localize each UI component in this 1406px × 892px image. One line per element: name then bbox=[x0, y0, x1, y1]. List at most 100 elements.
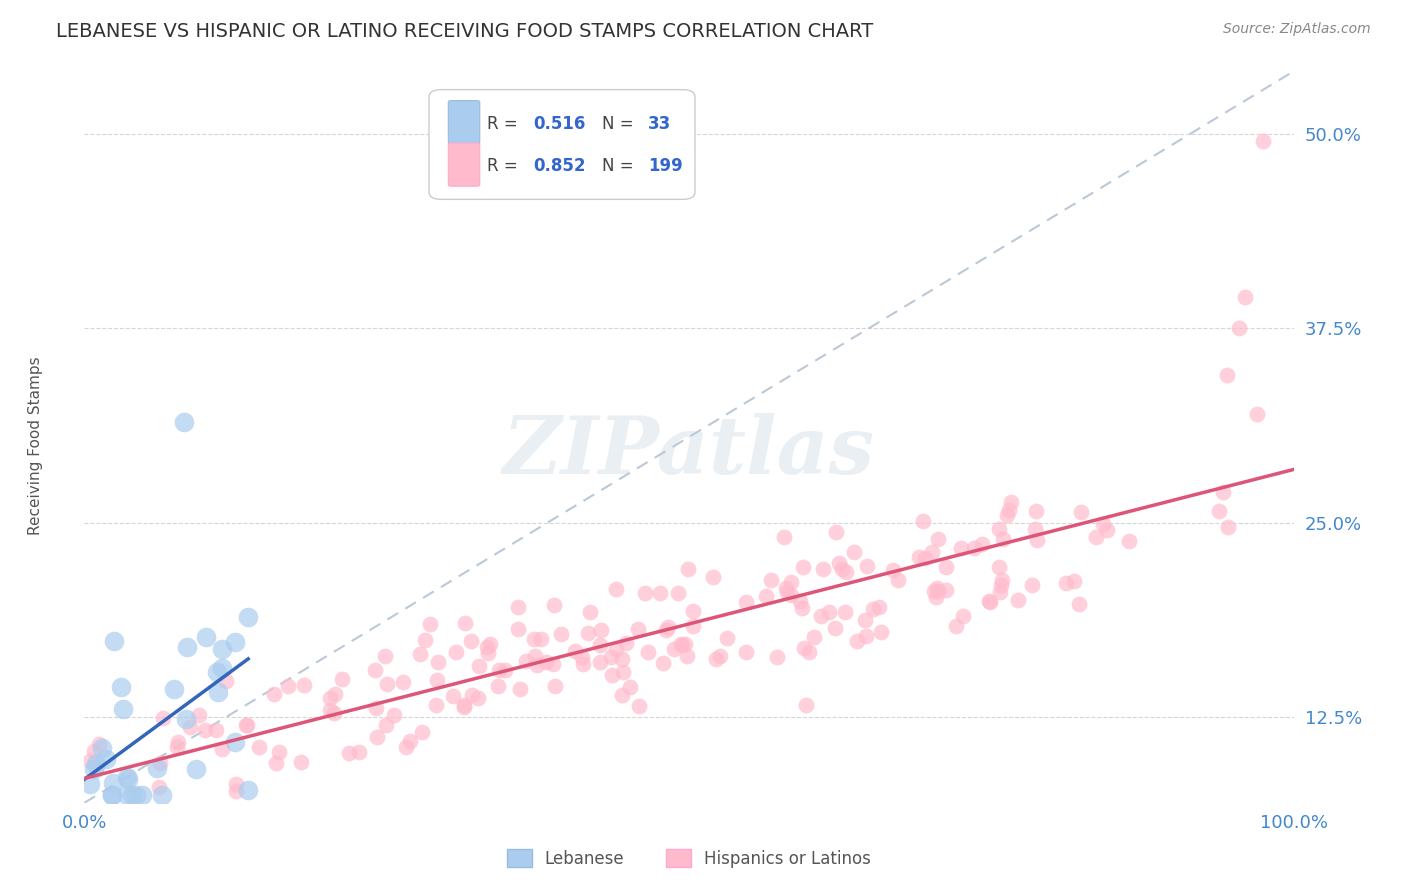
Text: N =: N = bbox=[602, 158, 638, 176]
Point bbox=[673, 637, 696, 651]
Point bbox=[856, 558, 879, 573]
Point bbox=[1021, 578, 1043, 592]
Point bbox=[682, 619, 704, 633]
Point bbox=[1063, 574, 1085, 588]
FancyBboxPatch shape bbox=[449, 101, 479, 144]
Point bbox=[290, 755, 312, 769]
Point bbox=[117, 772, 139, 786]
Point bbox=[627, 622, 650, 636]
Point bbox=[150, 788, 173, 802]
Point bbox=[1000, 494, 1022, 508]
Point bbox=[145, 761, 167, 775]
Point bbox=[325, 687, 347, 701]
Point bbox=[460, 633, 482, 648]
Point bbox=[409, 648, 432, 662]
Point bbox=[173, 415, 195, 429]
Point bbox=[530, 632, 553, 646]
Point bbox=[1246, 407, 1268, 421]
Point bbox=[779, 574, 801, 589]
Point bbox=[1070, 506, 1092, 520]
Point bbox=[564, 644, 586, 658]
Point bbox=[979, 595, 1001, 609]
Point bbox=[543, 598, 565, 612]
Point bbox=[101, 788, 124, 802]
Point bbox=[375, 677, 398, 691]
Point bbox=[844, 545, 866, 559]
Point bbox=[506, 600, 529, 615]
Point bbox=[945, 618, 967, 632]
Point bbox=[988, 585, 1011, 599]
Point bbox=[486, 679, 509, 693]
Point bbox=[963, 541, 986, 555]
Point bbox=[1025, 533, 1047, 547]
Point bbox=[131, 788, 153, 802]
Point bbox=[523, 648, 546, 663]
Text: ZIPatlas: ZIPatlas bbox=[503, 413, 875, 491]
Point bbox=[589, 623, 612, 637]
Point bbox=[988, 522, 1011, 536]
Point bbox=[990, 578, 1012, 592]
Point bbox=[657, 620, 679, 634]
Point bbox=[652, 656, 675, 670]
Point bbox=[682, 604, 704, 618]
Point bbox=[87, 737, 110, 751]
Text: Receiving Food Stamps: Receiving Food Stamps bbox=[28, 357, 42, 535]
Point bbox=[101, 776, 124, 790]
Point bbox=[179, 720, 201, 734]
Point bbox=[215, 673, 238, 688]
Point bbox=[734, 645, 756, 659]
Point bbox=[1118, 533, 1140, 548]
Point bbox=[477, 646, 499, 660]
Point bbox=[509, 681, 531, 696]
Point bbox=[803, 630, 825, 644]
Point bbox=[921, 545, 943, 559]
Point bbox=[589, 655, 612, 669]
Point bbox=[792, 560, 814, 574]
Point bbox=[444, 645, 467, 659]
Point bbox=[194, 723, 217, 737]
Point bbox=[1208, 504, 1230, 518]
Point bbox=[111, 702, 134, 716]
Point bbox=[478, 637, 501, 651]
Point bbox=[576, 626, 599, 640]
Point bbox=[1212, 485, 1234, 500]
Point bbox=[211, 661, 233, 675]
Point bbox=[195, 630, 218, 644]
Point bbox=[709, 648, 731, 663]
Point bbox=[366, 730, 388, 744]
Point bbox=[773, 530, 796, 544]
Point bbox=[612, 665, 634, 679]
Point bbox=[813, 562, 835, 576]
Point bbox=[121, 788, 143, 802]
Point bbox=[792, 600, 814, 615]
Point bbox=[676, 648, 699, 663]
Point bbox=[716, 631, 738, 645]
Point bbox=[494, 663, 516, 677]
Legend: Lebanese, Hispanics or Latinos: Lebanese, Hispanics or Latinos bbox=[506, 849, 872, 868]
Point bbox=[834, 565, 856, 579]
Text: R =: R = bbox=[486, 158, 523, 176]
Point bbox=[117, 788, 139, 802]
Point bbox=[375, 718, 398, 732]
Point bbox=[599, 650, 621, 665]
Point bbox=[868, 600, 890, 615]
Point bbox=[454, 616, 477, 631]
Point bbox=[91, 741, 114, 756]
Point bbox=[1085, 530, 1108, 544]
Text: R =: R = bbox=[486, 115, 523, 133]
Point bbox=[789, 594, 811, 608]
Point bbox=[79, 754, 101, 768]
Point bbox=[610, 652, 633, 666]
Point bbox=[235, 718, 257, 732]
Point bbox=[374, 648, 396, 663]
Point bbox=[995, 508, 1018, 523]
Text: 0.516: 0.516 bbox=[533, 115, 585, 133]
Point bbox=[79, 777, 101, 791]
Point bbox=[411, 725, 433, 739]
Point bbox=[853, 613, 876, 627]
Point bbox=[205, 723, 228, 738]
Point bbox=[103, 634, 125, 648]
Point bbox=[349, 745, 371, 759]
Point bbox=[949, 541, 972, 555]
Point bbox=[425, 698, 447, 713]
